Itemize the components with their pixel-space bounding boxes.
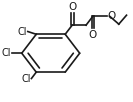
Text: O: O (89, 30, 97, 40)
Text: Cl: Cl (21, 74, 31, 84)
Text: O: O (68, 2, 76, 12)
Text: O: O (108, 11, 116, 21)
Text: Cl: Cl (1, 48, 11, 58)
Text: Cl: Cl (17, 27, 27, 37)
